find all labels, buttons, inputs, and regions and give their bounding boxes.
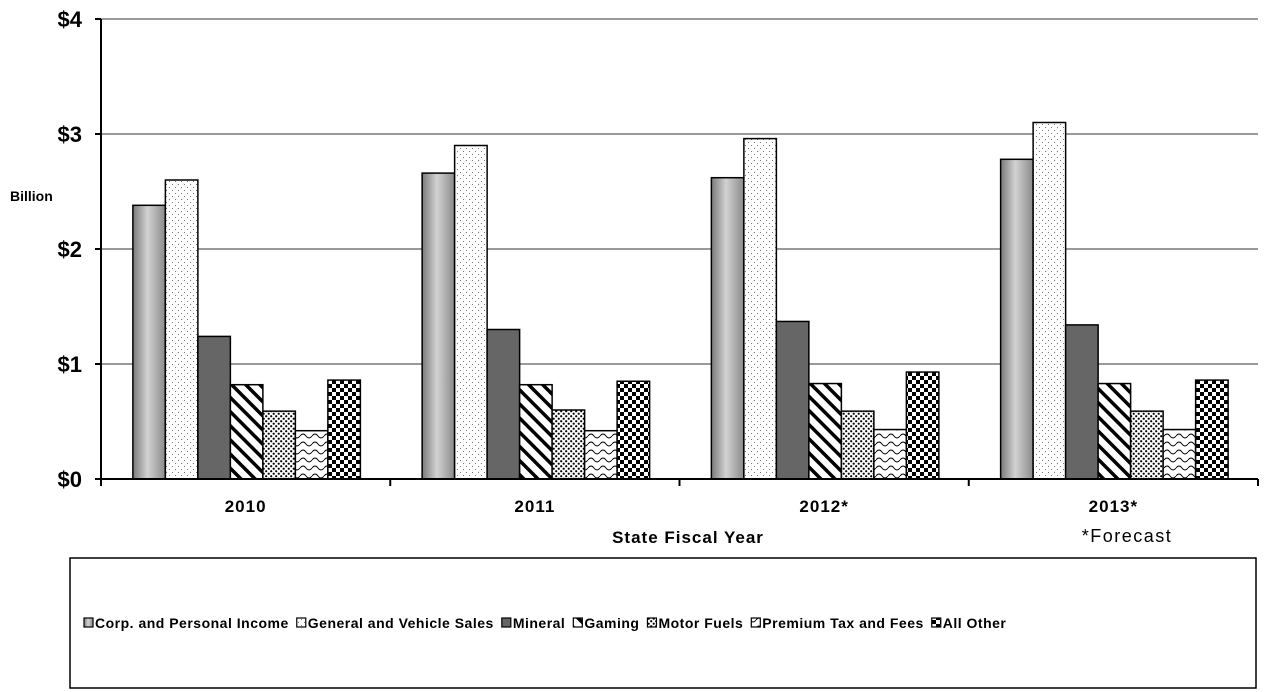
legend-box [69,557,1257,689]
gridlines [101,18,1258,365]
bar [616,380,651,480]
legend-swatch [931,617,942,628]
legend-swatch [572,617,583,628]
bar [1097,382,1132,480]
bar [1032,121,1067,480]
y-tick-label: $1 [58,352,82,377]
bar [1129,410,1164,480]
y-tick-label: $2 [58,237,82,262]
legend-label: Gaming [584,615,639,631]
bar [1194,379,1229,480]
bar [710,176,745,480]
x-tick-label: 2011 [514,497,555,516]
x-tick-labels: 2010 2011 2012* 2013* [225,497,1138,516]
bar [164,179,199,480]
bar [873,428,908,480]
x-tick-label: 2010 [225,497,267,516]
bar [999,158,1034,480]
y-tick-label: $0 [58,467,82,492]
legend-label: Mineral [513,615,566,631]
bar [551,409,586,480]
bar [229,383,264,480]
bar [294,429,329,480]
bar [1064,324,1099,480]
y-axis-label: Billion [10,188,53,204]
y-tick-labels: $0 $1 $2 $3 $4 [58,7,83,492]
legend-swatch [750,617,761,628]
x-axis-title: State Fiscal Year [612,528,764,547]
legend-swatch [83,617,94,628]
axes [95,18,1259,486]
bar [840,410,875,480]
forecast-note: *Forecast [1082,526,1173,546]
bar [453,144,488,480]
legend: Corp. and Personal Income General and Veh… [83,615,1007,631]
bar [197,335,232,480]
bar [775,320,810,480]
legend-label: Corp. and Personal Income [95,615,289,631]
legend-label: Premium Tax and Fees [762,615,923,631]
bars [132,121,1229,480]
bar [583,429,618,480]
bar [262,410,297,480]
bar [743,137,778,480]
x-tick-label: 2013* [1089,497,1138,516]
y-tick-label: $3 [58,122,82,147]
bar [421,172,456,480]
bar [132,204,167,480]
legend-swatch [501,617,512,628]
legend-label: General and Vehicle Sales [308,615,494,631]
legend-label: All Other [943,615,1007,631]
bar [1162,428,1197,480]
legend-swatch [646,617,658,628]
bar [518,383,553,480]
bar [905,371,940,480]
x-tick-label: 2012* [799,497,848,516]
bar [486,328,521,480]
bar [327,379,362,480]
y-tick-label: $4 [58,7,83,32]
legend-label: Motor Fuels [658,615,743,631]
legend-swatch [296,617,307,628]
bar [808,382,843,480]
